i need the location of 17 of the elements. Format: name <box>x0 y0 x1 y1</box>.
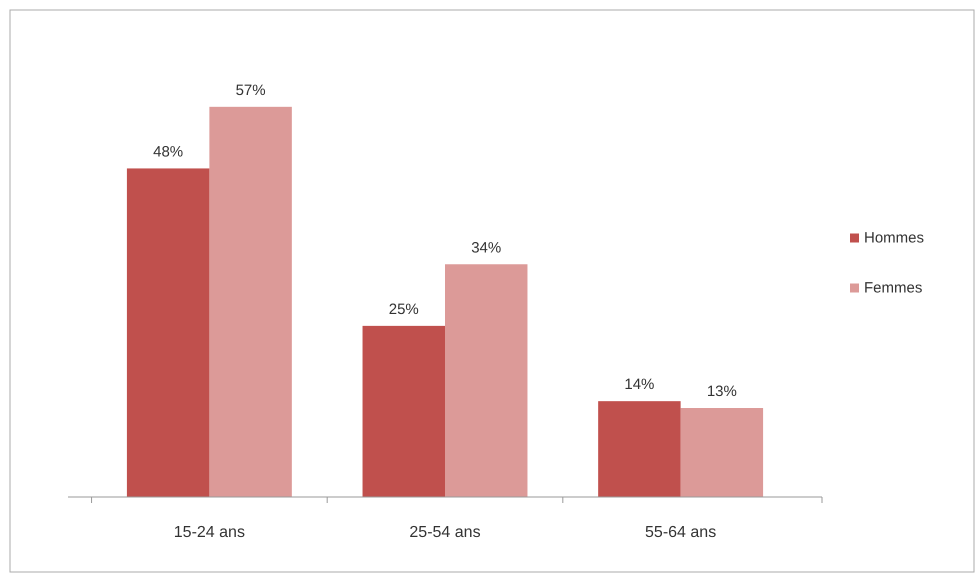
data-label: 48% <box>153 143 184 160</box>
bar <box>126 168 210 497</box>
data-label: 25% <box>388 300 419 318</box>
data-label: 13% <box>706 383 737 400</box>
legend-label: Hommes <box>864 230 924 246</box>
x-tick-label: 55-64 ans <box>645 524 716 541</box>
data-label: 57% <box>236 82 266 99</box>
data-label: 14% <box>624 376 654 394</box>
x-tick-label: 25-54 ans <box>409 524 481 541</box>
bar <box>209 106 292 497</box>
bar <box>362 326 445 497</box>
bar <box>680 408 764 497</box>
legend-label: Femmes <box>864 280 922 296</box>
bar <box>445 264 528 497</box>
x-tick-label: 15-24 ans <box>174 524 245 541</box>
bar <box>598 401 681 497</box>
data-label: 34% <box>471 239 502 256</box>
